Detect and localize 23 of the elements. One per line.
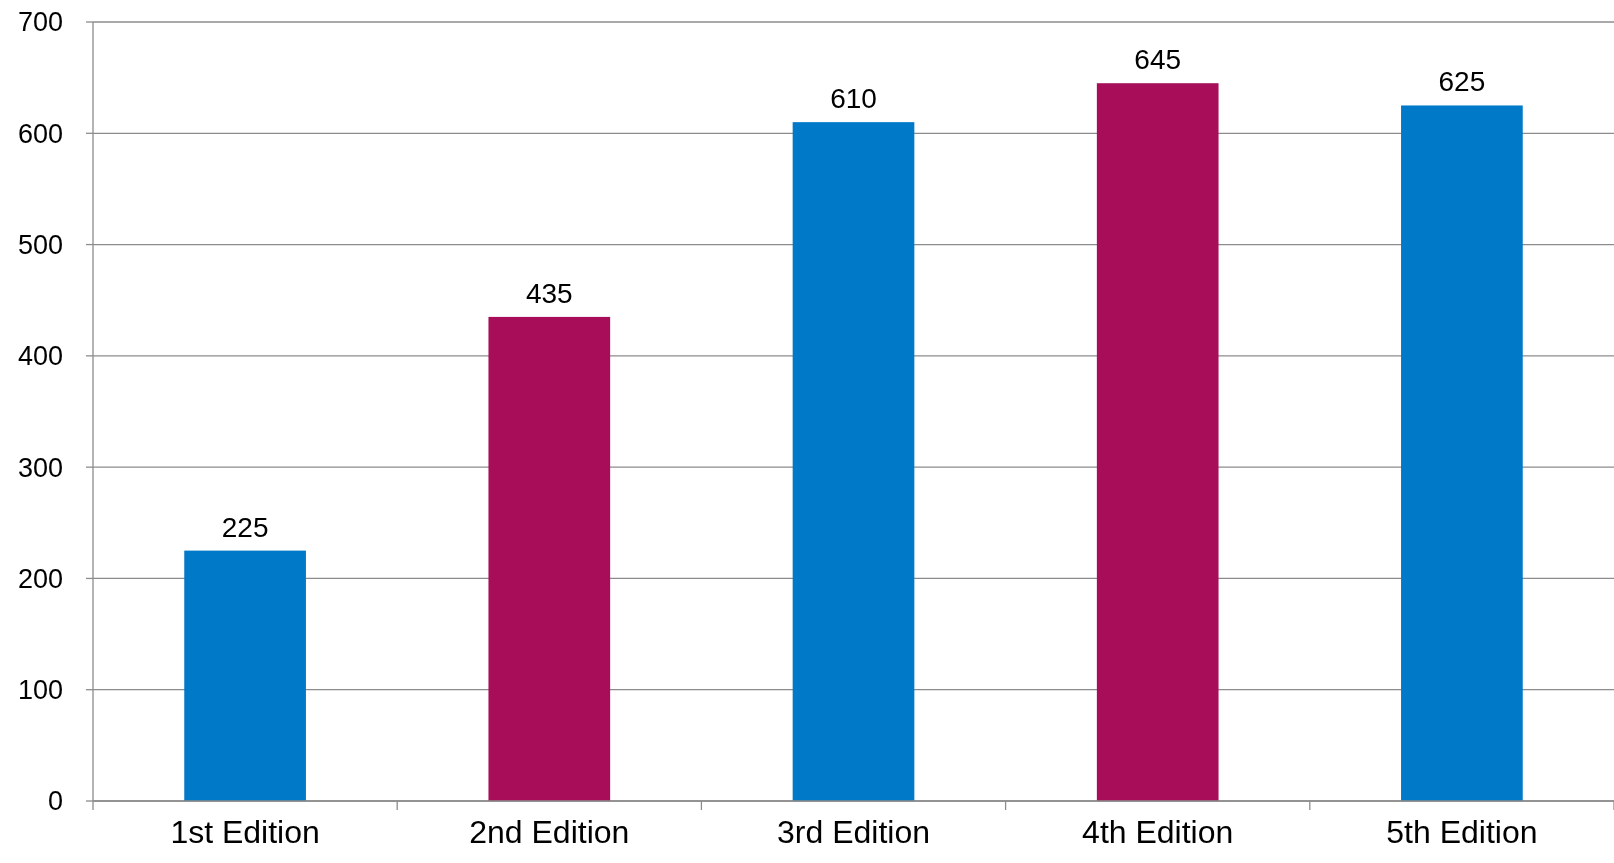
data-label: 645: [1134, 44, 1182, 76]
y-tick-label: 500: [17, 230, 63, 261]
y-tick-label: 400: [17, 341, 63, 372]
data-label: 625: [1438, 66, 1486, 98]
y-tick-label: 100: [17, 675, 63, 706]
data-label: 225: [221, 511, 269, 543]
y-tick-label: 600: [17, 118, 63, 149]
x-tick-label: 3rd Edition: [777, 814, 930, 850]
bar: [1401, 105, 1523, 801]
data-label: 435: [525, 277, 573, 309]
bar: [792, 122, 915, 801]
bar: [184, 550, 306, 801]
data-label: 610: [830, 83, 877, 115]
x-tick-label: 2nd Edition: [469, 814, 630, 850]
x-tick-label: 4th Edition: [1082, 814, 1234, 850]
x-tick-label: 5th Edition: [1386, 814, 1538, 850]
y-tick-label: 700: [17, 7, 63, 38]
y-tick-label: 300: [17, 452, 63, 483]
x-tick-label: 1st Edition: [170, 814, 320, 850]
bar: [1096, 83, 1219, 801]
y-tick-label: 0: [47, 786, 63, 817]
y-tick-label: 200: [17, 563, 63, 594]
bar: [488, 316, 611, 801]
